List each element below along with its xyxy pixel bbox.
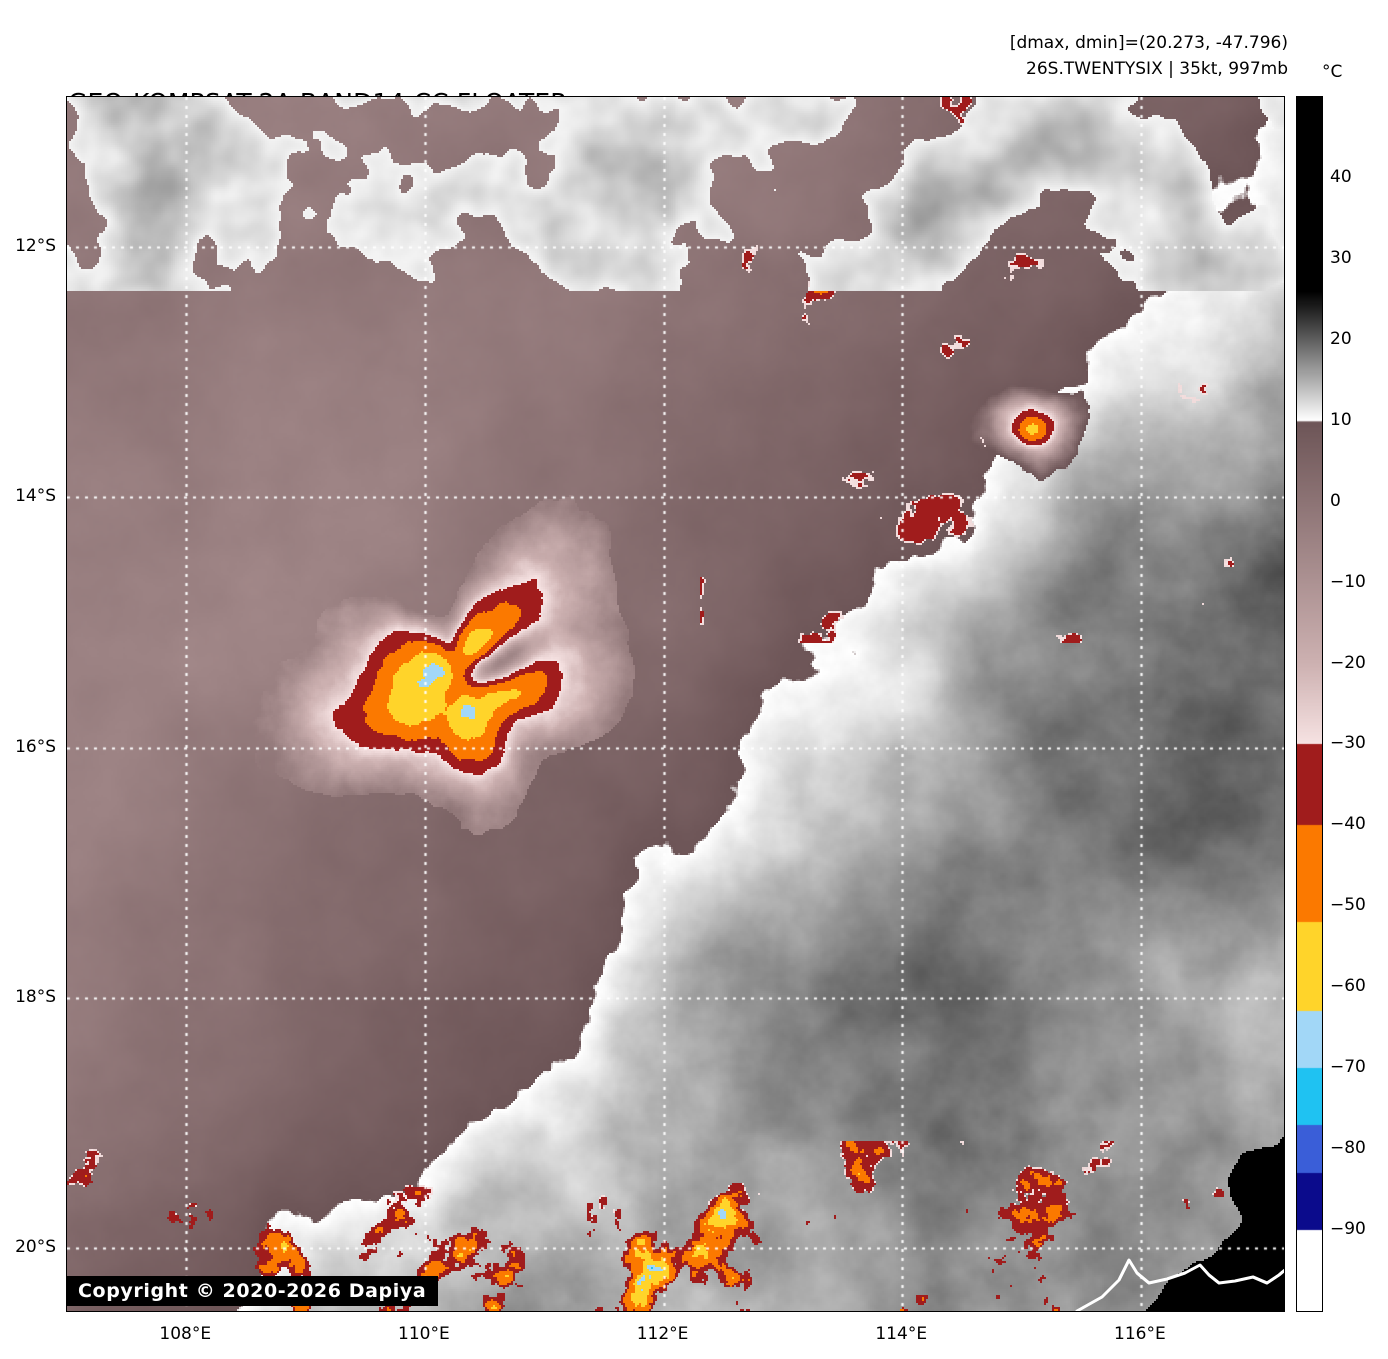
colorbar-tick-label: −60 — [1330, 976, 1366, 997]
y-axis-tick-label: 12°S — [15, 236, 56, 257]
colorbar-tick-label: −70 — [1330, 1057, 1366, 1078]
colorbar-tick-label: −80 — [1330, 1138, 1366, 1159]
latitude-longitude-gridlines — [67, 97, 1284, 1311]
colorbar-tick-label: 30 — [1330, 247, 1352, 268]
header-right: [dmax, dmin]=(20.273, -47.796) 26S.TWENT… — [1010, 30, 1288, 82]
x-axis-tick-label: 114°E — [875, 1324, 928, 1344]
data-minmax-label: [dmax, dmin]=(20.273, -47.796) — [1009, 33, 1288, 53]
colorbar-tick-label: −40 — [1330, 814, 1366, 835]
colorbar-tick-label: −50 — [1330, 895, 1366, 916]
copyright-watermark: Copyright © 2020-2026 Dapiya — [66, 1276, 439, 1306]
colorbar-unit-label: °C — [1322, 62, 1343, 82]
temperature-colorbar — [1296, 96, 1323, 1312]
colorbar-tick-label: −90 — [1330, 1219, 1366, 1240]
y-axis-tick-label: 14°S — [15, 486, 56, 507]
x-axis-tick-label: 116°E — [1114, 1324, 1166, 1344]
colorbar-tick-label: 10 — [1330, 409, 1352, 430]
x-axis-tick-label: 108°E — [159, 1324, 212, 1344]
colorbar-tick-label: 20 — [1330, 328, 1352, 349]
x-axis-tick-label: 112°E — [636, 1324, 689, 1344]
satellite-image-plot[interactable] — [66, 96, 1285, 1312]
colorbar-tick-label: 0 — [1330, 490, 1341, 511]
colorbar-tick-label: −30 — [1330, 733, 1366, 754]
y-axis-tick-label: 16°S — [15, 736, 56, 757]
colorbar-tick-label: 40 — [1330, 166, 1352, 187]
storm-info-label: 26S.TWENTYSIX | 35kt, 997mb — [1026, 59, 1288, 79]
y-axis-tick-label: 20°S — [15, 1237, 56, 1258]
x-axis-tick-label: 110°E — [398, 1324, 450, 1344]
colorbar-tick-label: −10 — [1330, 571, 1366, 592]
y-axis-tick-label: 18°S — [15, 987, 56, 1008]
colorbar-tick-label: −20 — [1330, 652, 1366, 673]
